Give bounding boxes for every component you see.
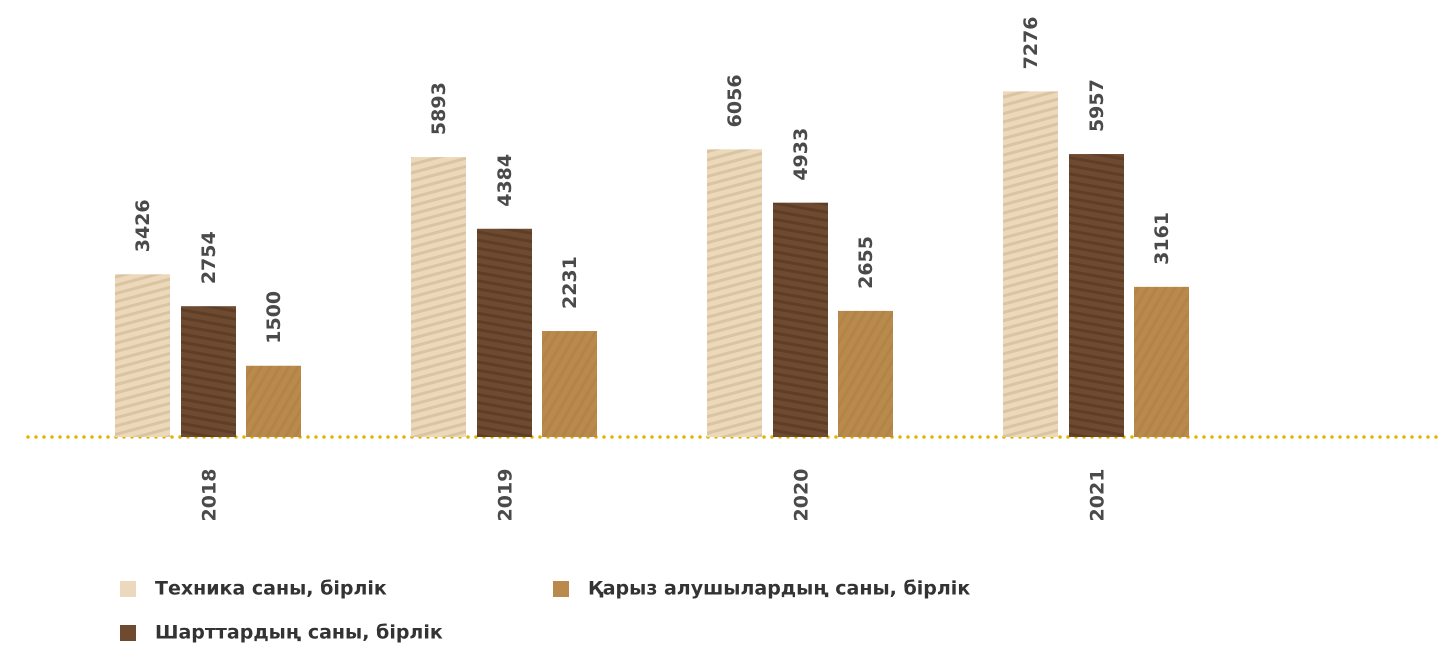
- bar: [707, 149, 762, 437]
- value-label: 1500: [263, 291, 285, 344]
- bar: [1134, 287, 1189, 437]
- value-label: 4384: [494, 154, 516, 207]
- legend-swatch: [120, 581, 136, 597]
- bar: [1003, 91, 1058, 437]
- bar: [838, 311, 893, 437]
- bar: [115, 274, 170, 437]
- value-label: 2231: [559, 256, 581, 309]
- chart: 2018 3426 2754 1500 2019 5893 4384 2231 2020 6056…: [0, 0, 1440, 648]
- bar: [477, 229, 532, 437]
- legend-swatch: [120, 625, 136, 641]
- bar: [1069, 154, 1124, 437]
- legend-label: Техника саны, бірлік: [155, 578, 387, 600]
- bar: [773, 203, 828, 437]
- value-label: 2754: [198, 231, 220, 284]
- x-tick-label: 2018: [199, 469, 221, 522]
- page: {"chart_data": {"type": "bar", "categori…: [0, 0, 1440, 648]
- value-label: 3161: [1151, 212, 1173, 265]
- value-label: 7276: [1020, 16, 1042, 69]
- value-label: 6056: [724, 74, 746, 127]
- x-tick-label: 2021: [1087, 469, 1109, 522]
- bar: [411, 157, 466, 437]
- value-label: 5893: [428, 82, 450, 135]
- x-tick-label: 2019: [495, 469, 517, 522]
- value-label: 3426: [132, 199, 154, 252]
- bar: [542, 331, 597, 437]
- value-label: 5957: [1086, 79, 1108, 132]
- value-label: 2655: [855, 236, 877, 289]
- x-tick-label: 2020: [791, 469, 813, 522]
- value-label: 4933: [790, 128, 812, 181]
- legend-label: Шарттардың саны, бірлік: [155, 622, 443, 644]
- legend-swatch: [553, 581, 569, 597]
- bar: [246, 366, 301, 437]
- legend-label: Қарыз алушылардың саны, бірлік: [588, 578, 970, 600]
- bar: [181, 306, 236, 437]
